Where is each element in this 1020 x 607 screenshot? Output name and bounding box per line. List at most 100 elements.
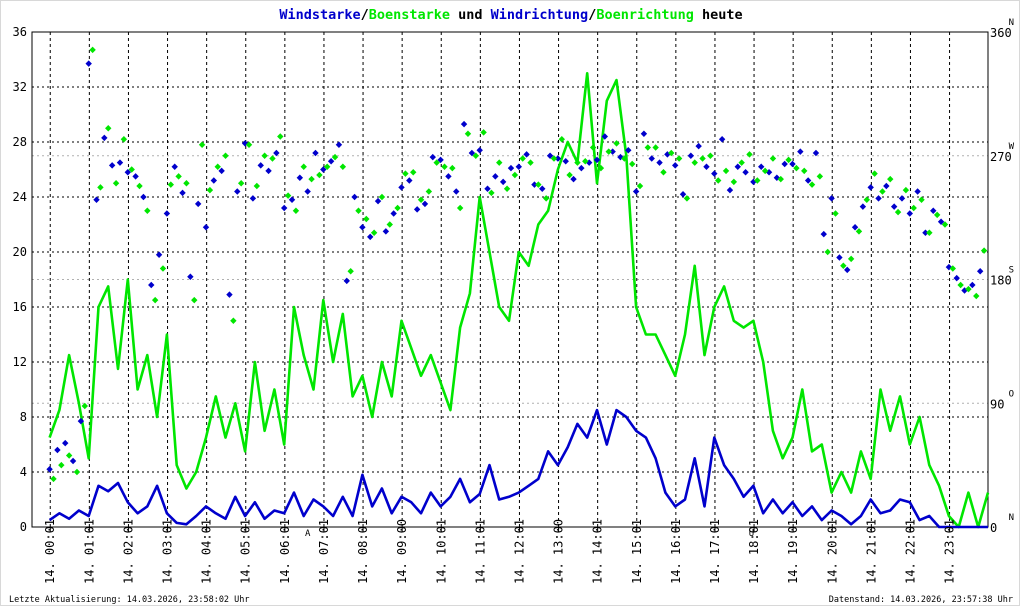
gust-direction-point (660, 169, 667, 176)
wind-direction-point (288, 196, 296, 203)
gust-direction-point (597, 164, 605, 172)
gust-direction-point (558, 136, 566, 143)
gust-direction-point (605, 148, 612, 155)
wind-direction-point (257, 162, 264, 169)
gust-direction-point (128, 166, 135, 173)
gust-direction-point (847, 255, 855, 263)
gust-direction-point (738, 159, 745, 166)
x-tick-label: 14. 01:01 (82, 519, 96, 584)
gust-direction-point (464, 130, 472, 137)
gust-direction-point (683, 195, 691, 202)
wind-direction-point (875, 195, 882, 202)
gust-direction-point (97, 184, 104, 191)
wind-direction-point (812, 149, 820, 157)
gust-direction-point (347, 268, 354, 275)
wind-direction-point (335, 141, 343, 148)
wind-direction-point (718, 136, 726, 143)
gust-direction-point (449, 164, 456, 172)
wind-direction-point (969, 281, 976, 289)
wind-direction-point (664, 151, 671, 158)
wind-direction-point (202, 224, 210, 231)
wind-direction-point (445, 173, 452, 180)
gust-direction-point (628, 160, 636, 168)
gust-direction-point (441, 163, 448, 170)
y2-direction-label: W (1009, 142, 1015, 152)
wind-direction-point (976, 268, 984, 275)
x-tick-label: 14. 17:01 (708, 519, 722, 584)
gust-direction-point (214, 163, 221, 170)
gust-direction-point (926, 229, 933, 236)
gust-direction-point (675, 155, 683, 162)
gust-direction-point (527, 159, 534, 166)
wind-direction-point (593, 156, 601, 164)
wind-direction-point (171, 163, 178, 170)
gust-direction-point (433, 159, 440, 166)
x-tick-label: 14. 15:01 (630, 519, 644, 584)
wind-direction-point (695, 142, 702, 150)
gust-direction-point (324, 163, 331, 170)
wind-direction-point (820, 230, 827, 238)
wind-direction-point (382, 228, 390, 235)
gust-direction-point (339, 163, 347, 170)
wind-direction-point (890, 203, 898, 210)
gust-direction-point (855, 228, 863, 235)
y-tick-label: 20 (13, 245, 27, 259)
wind-direction-point (116, 159, 124, 166)
wind-direction-point (758, 163, 765, 170)
wind-direction-point (625, 147, 632, 154)
x-tick-label: 14. 21:01 (864, 519, 878, 584)
y-tick-label: 36 (13, 25, 27, 39)
wind-direction-point (499, 178, 507, 186)
sun-marker: U (749, 529, 754, 539)
gust-direction-point (65, 452, 73, 459)
title-direction: Windrichtung (491, 7, 589, 23)
gust-direction-point (691, 159, 698, 166)
x-tick-label: 14. 14:01 (591, 519, 605, 584)
gust-direction-point (50, 475, 57, 483)
gust-direction-point (394, 204, 401, 212)
wind-direction-point (609, 148, 616, 155)
gust-direction-point (566, 171, 573, 179)
wind-direction-point (585, 159, 593, 166)
gust-direction-point (198, 141, 206, 148)
wind-direction-point (359, 224, 366, 231)
wind-direction-point (562, 158, 569, 165)
wind-direction-point (898, 195, 906, 202)
gust-direction-point (949, 265, 957, 272)
wind-direction-point (937, 218, 945, 225)
gust-direction-point (402, 170, 409, 177)
wind-direction-point (507, 164, 515, 172)
x-tick-label: 14. 08:01 (356, 519, 370, 584)
gust-direction-point (715, 177, 722, 184)
wind-direction-point (179, 189, 186, 197)
gust-direction-point (840, 262, 847, 269)
wind-direction-point (273, 149, 280, 157)
x-tick-label: 14. 06:01 (278, 519, 292, 584)
title-und: und (450, 7, 491, 23)
gust-direction-point (761, 167, 769, 175)
gust-direction-point (636, 182, 644, 190)
direction-scatter (46, 46, 988, 483)
gust-direction-point (542, 195, 550, 202)
gust-direction-point (801, 167, 808, 175)
wind-direction-point (703, 163, 710, 170)
gust-direction-point (105, 125, 112, 132)
gust-direction-point (237, 180, 245, 187)
gust-speed-line (48, 72, 990, 529)
gust-direction-point (980, 247, 988, 254)
x-tick-label: 14. 09:00 (395, 519, 409, 584)
wind-direction-point (265, 167, 272, 175)
wind-direction-point (108, 162, 116, 169)
wind-direction-point (539, 185, 546, 192)
wind-direction-point (226, 291, 233, 298)
gust-direction-point (902, 186, 910, 194)
wind-direction-point (687, 152, 695, 159)
gust-direction-point (292, 207, 300, 214)
x-tick-label: 14. 16:01 (669, 519, 683, 584)
wind-direction-point (351, 193, 358, 201)
gust-direction-point (965, 285, 972, 293)
gust-direction-point (535, 181, 542, 188)
y2-tick-label: 360 (990, 26, 1012, 40)
